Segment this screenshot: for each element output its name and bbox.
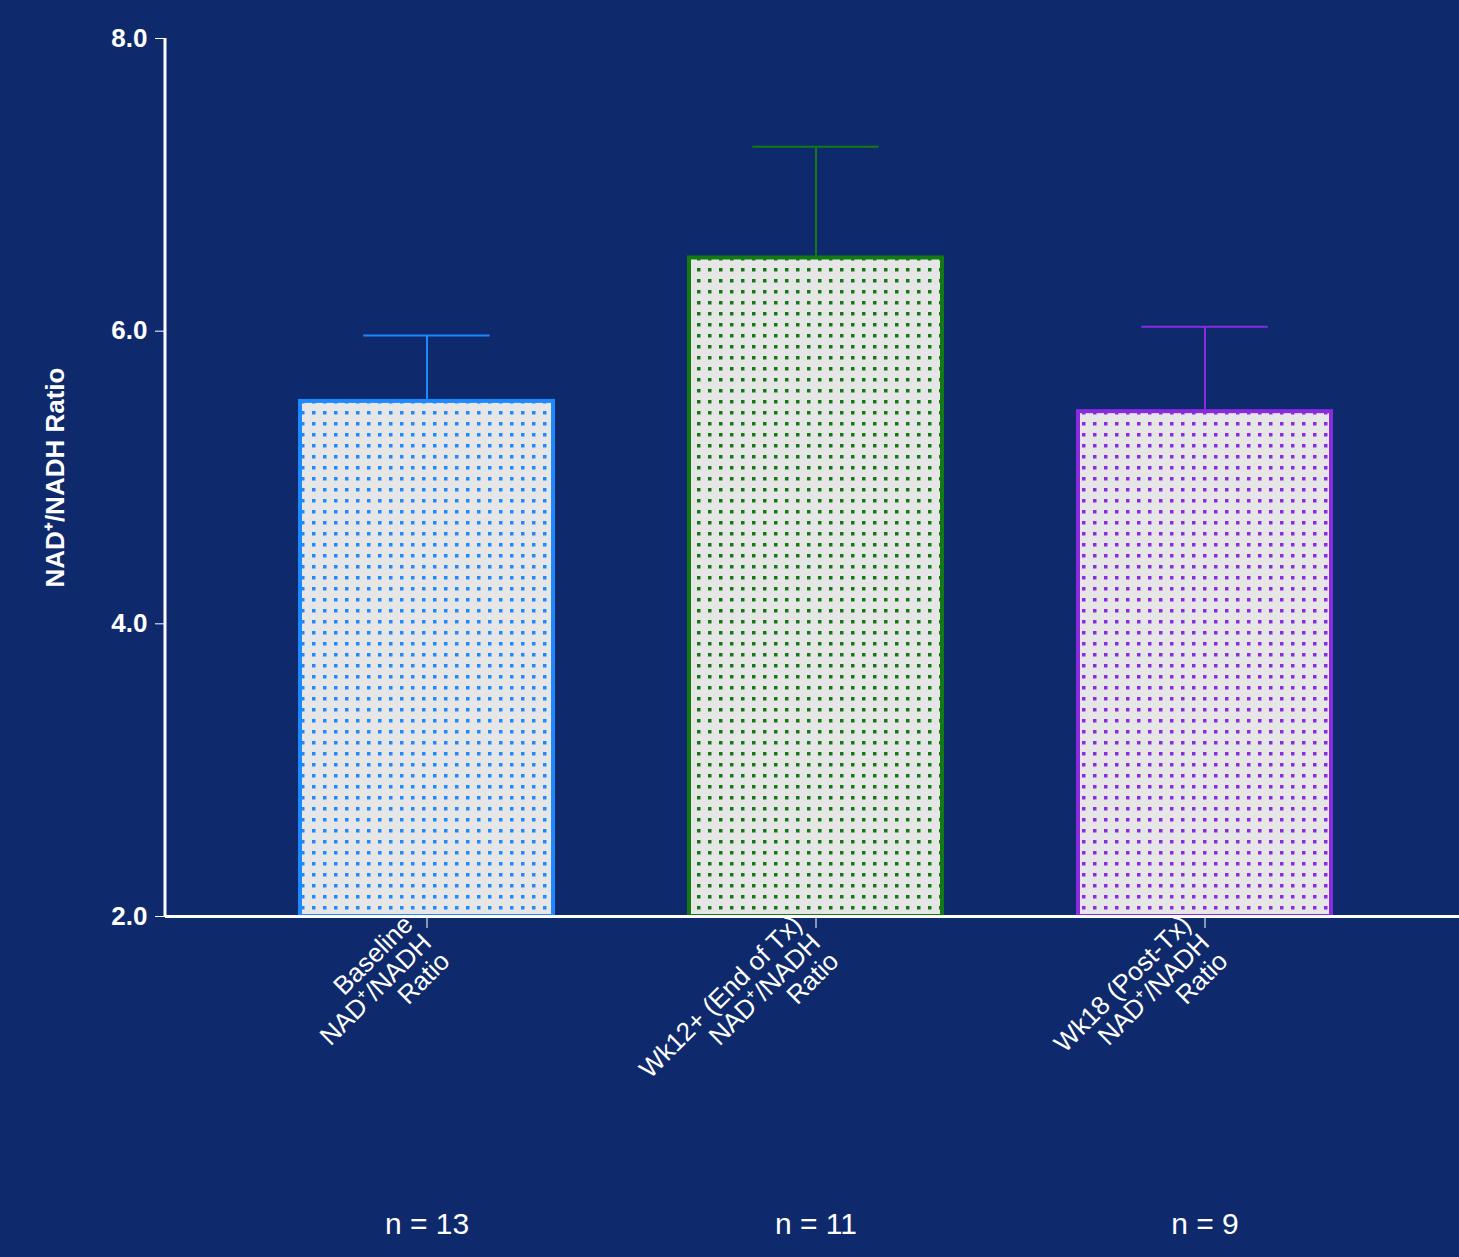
svg-text:8.0: 8.0 (111, 23, 147, 53)
svg-text:Wk12+ (End of Tx)NAD⁺/NADHRati: Wk12+ (End of Tx)NAD⁺/NADHRatio (633, 909, 844, 1120)
svg-text:6.0: 6.0 (111, 315, 147, 345)
svg-text:n = 13: n = 13 (385, 1207, 469, 1240)
svg-text:4.0: 4.0 (111, 608, 147, 638)
svg-text:NAD⁺/NADH Ratio: NAD⁺/NADH Ratio (40, 368, 70, 588)
svg-text:2.0: 2.0 (111, 901, 147, 931)
svg-text:n = 9: n = 9 (1171, 1207, 1239, 1240)
svg-text:Wk18 (Post-Tx)NAD⁺/NADHRatio: Wk18 (Post-Tx)NAD⁺/NADHRatio (1048, 909, 1234, 1095)
svg-text:n = 11: n = 11 (775, 1207, 857, 1240)
svg-text:BaselineNAD⁺/NADHRatio: BaselineNAD⁺/NADHRatio (295, 909, 455, 1069)
